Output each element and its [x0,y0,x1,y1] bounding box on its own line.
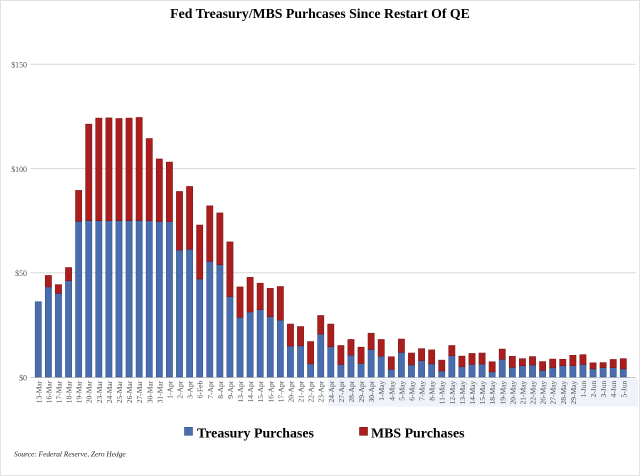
svg-text:5-May: 5-May [397,381,406,401]
svg-text:16-Apr: 16-Apr [266,380,275,402]
svg-text:27-Apr: 27-Apr [337,380,346,402]
svg-text:$0: $0 [19,373,27,382]
svg-text:7-Apr: 7-Apr [206,380,215,398]
svg-text:2-Jun: 2-Jun [589,381,598,398]
svg-text:14-May: 14-May [468,381,477,405]
svg-text:28-Apr: 28-Apr [347,380,356,402]
svg-text:26-May: 26-May [539,381,548,405]
svg-text:28-May: 28-May [559,381,568,405]
svg-text:13-Apr: 13-Apr [236,380,245,402]
svg-text:13-Mar: 13-Mar [34,380,43,403]
svg-text:29-Apr: 29-Apr [357,380,366,402]
svg-text:Source: Federal Reserve, Zero: Source: Federal Reserve, Zero Hedge [14,450,126,459]
svg-text:29-May: 29-May [569,381,578,405]
svg-text:11-May: 11-May [438,381,447,405]
svg-text:20-May: 20-May [508,381,517,405]
svg-text:$50: $50 [15,269,27,278]
svg-text:3-Jun: 3-Jun [599,381,608,398]
svg-text:24-Mar: 24-Mar [105,380,114,403]
svg-text:30-Apr: 30-Apr [367,380,376,402]
svg-text:5-Jun: 5-Jun [619,381,628,398]
svg-text:3-Apr: 3-Apr [186,380,195,398]
svg-text:13-May: 13-May [458,381,467,405]
svg-text:15-Apr: 15-Apr [256,380,265,402]
svg-text:25-Mar: 25-Mar [115,380,124,403]
svg-text:1-Jun: 1-Jun [579,381,588,398]
svg-text:22-Apr: 22-Apr [307,380,316,402]
svg-text:19-May: 19-May [498,381,507,405]
svg-text:23-Mar: 23-Mar [95,380,104,403]
svg-text:6-May: 6-May [407,381,416,401]
svg-text:23-Apr: 23-Apr [317,380,326,402]
svg-text:18-May: 18-May [488,381,497,405]
svg-text:7-May: 7-May [418,381,427,401]
svg-text:26-Mar: 26-Mar [125,380,134,403]
svg-text:8-May: 8-May [428,381,437,401]
svg-text:19-Mar: 19-Mar [75,380,84,403]
svg-text:8-Apr: 8-Apr [216,380,225,398]
svg-text:16-Mar: 16-Mar [44,380,53,403]
svg-text:1-Apr: 1-Apr [165,380,174,398]
svg-text:20-Apr: 20-Apr [286,380,295,402]
svg-text:22-May: 22-May [529,381,538,405]
svg-text:$100: $100 [11,165,27,174]
svg-text:Fed Treasury/MBS Purhcases Sin: Fed Treasury/MBS Purhcases Since Restart… [170,6,470,21]
svg-text:30-Mar: 30-Mar [145,380,154,403]
svg-text:9-Apr: 9-Apr [226,380,235,398]
svg-text:1-May: 1-May [377,381,386,401]
svg-text:20-Mar: 20-Mar [85,380,94,403]
svg-text:15-May: 15-May [478,381,487,405]
svg-text:$150: $150 [11,61,27,70]
svg-text:24-Apr: 24-Apr [327,380,336,402]
svg-text:21-May: 21-May [518,381,527,405]
svg-text:27-May: 27-May [549,381,558,405]
svg-text:17-Mar: 17-Mar [54,380,63,403]
svg-text:2-Apr: 2-Apr [176,380,185,398]
svg-text:21-Apr: 21-Apr [297,380,306,402]
svg-text:27-Mar: 27-Mar [135,380,144,403]
svg-text:Treasury Purchases: Treasury Purchases [197,427,315,442]
svg-text:MBS Purchases: MBS Purchases [371,427,465,442]
svg-text:31-Mar: 31-Mar [155,380,164,403]
svg-text:14-Apr: 14-Apr [246,380,255,402]
svg-text:18-Mar: 18-Mar [65,380,74,403]
svg-text:17-Apr: 17-Apr [276,380,285,402]
svg-text:12-May: 12-May [448,381,457,405]
svg-text:6-Feb: 6-Feb [196,381,205,399]
svg-text:4-Jun: 4-Jun [609,381,618,398]
svg-text:4-May: 4-May [387,381,396,401]
